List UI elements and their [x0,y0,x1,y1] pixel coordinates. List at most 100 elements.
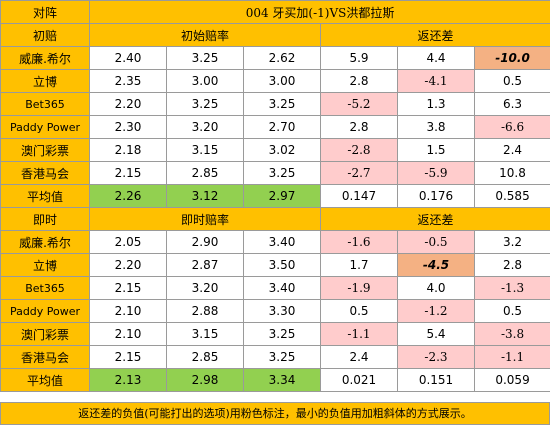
diff-header: 返还差 [319,207,550,231]
negative-diff-cell: -5.2 [320,92,398,116]
footnote: 返还差的负值(可能打出的选项)用粉色标注，最小的负值用加粗斜体的方式展示。 [0,402,550,425]
negative-diff-cell: -10.0 [473,46,550,70]
diff-cell: 0.5 [320,299,398,323]
section-header-row: 即时 即时赔率 返还差 [0,207,550,231]
odds-cell: 2.10 [89,299,167,323]
odds-cell: 2.90 [166,230,244,254]
average-odds-cell: 2.13 [89,368,167,392]
odds-cell: 2.35 [89,69,167,93]
odds-cell: 3.00 [166,69,244,93]
odds-cell: 2.88 [166,299,244,323]
diff-cell: 2.8 [320,69,398,93]
odds-cell: 3.40 [243,276,321,300]
negative-diff-cell: -1.1 [473,345,550,369]
table-row: 威廉.希尔 2.05 2.90 3.40 -1.6 -0.5 3.2 [0,230,550,254]
diff-header: 返还差 [319,23,550,47]
company-name: Bet365 [0,92,90,116]
negative-diff-cell: -3.8 [473,322,550,346]
company-name: 澳门彩票 [0,138,90,162]
table-row: Bet365 2.15 3.20 3.40 -1.9 4.0 -1.3 [0,276,550,300]
odds-cell: 2.85 [166,345,244,369]
odds-cell: 2.20 [89,92,167,116]
average-row: 平均值 2.26 3.12 2.97 0.147 0.176 0.585 [0,184,550,208]
table-row: 澳门彩票 2.18 3.15 3.02 -2.8 1.5 2.4 [0,138,550,162]
section-header-row: 初赔 初始赔率 返还差 [0,23,550,47]
table-row: 香港马会 2.15 2.85 3.25 -2.7 -5.9 10.8 [0,161,550,185]
company-name: 澳门彩票 [0,322,90,346]
average-odds-cell: 2.97 [243,184,321,208]
odds-header: 初始赔率 [89,23,321,47]
diff-cell: 2.4 [473,138,550,162]
odds-cell: 2.18 [89,138,167,162]
odds-cell: 2.87 [166,253,244,277]
odds-cell: 3.20 [166,115,244,139]
negative-diff-cell: -4.1 [397,69,475,93]
odds-header: 即时赔率 [89,207,321,231]
section-label: 即时 [0,207,90,231]
average-label: 平均值 [0,368,90,392]
company-name: 香港马会 [0,345,90,369]
average-diff-cell: 0.585 [473,184,550,208]
odds-cell: 3.25 [166,92,244,116]
odds-cell: 2.15 [89,276,167,300]
odds-cell: 3.25 [243,92,321,116]
negative-diff-cell: -5.9 [397,161,475,185]
corner-label: 对阵 [0,0,90,24]
table-row: Paddy Power 2.30 3.20 2.70 2.8 3.8 -6.6 [0,115,550,139]
average-diff-cell: 0.176 [397,184,475,208]
diff-cell: 2.8 [473,253,550,277]
average-diff-cell: 0.151 [397,368,475,392]
negative-diff-cell: -1.2 [397,299,475,323]
odds-table: 对阵 004 牙买加(-1)VS洪都拉斯 初赔 初始赔率 返还差 威廉.希尔 2.40 3.2… [0,0,550,392]
average-diff-cell: 0.021 [320,368,398,392]
diff-cell: 0.5 [473,299,550,323]
odds-cell: 3.15 [166,138,244,162]
negative-diff-cell: -0.5 [397,230,475,254]
company-name: 威廉.希尔 [0,46,90,70]
average-odds-cell: 3.12 [166,184,244,208]
diff-cell: 4.0 [397,276,475,300]
negative-diff-cell: -1.3 [473,276,550,300]
average-diff-cell: 0.147 [320,184,398,208]
table-row: 香港马会 2.15 2.85 3.25 2.4 -2.3 -1.1 [0,345,550,369]
odds-cell: 2.10 [89,322,167,346]
odds-cell: 2.40 [89,46,167,70]
odds-cell: 2.85 [166,161,244,185]
diff-cell: 4.4 [397,46,475,70]
diff-cell: 0.5 [473,69,550,93]
odds-cell: 3.25 [166,46,244,70]
diff-cell: 5.9 [320,46,398,70]
odds-cell: 2.62 [243,46,321,70]
table-row: 威廉.希尔 2.40 3.25 2.62 5.9 4.4 -10.0 [0,46,550,70]
diff-cell: 2.8 [320,115,398,139]
diff-cell: 6.3 [473,92,550,116]
odds-cell: 3.20 [166,276,244,300]
average-diff-cell: 0.059 [473,368,550,392]
average-odds-cell: 2.26 [89,184,167,208]
diff-cell: 10.8 [473,161,550,185]
diff-cell: 5.4 [397,322,475,346]
odds-cell: 2.05 [89,230,167,254]
odds-cell: 2.70 [243,115,321,139]
match-title: 004 牙买加(-1)VS洪都拉斯 [88,0,550,24]
company-name: 立博 [0,253,90,277]
company-name: Bet365 [0,276,90,300]
company-name: 威廉.希尔 [0,230,90,254]
company-name: Paddy Power [0,299,90,323]
table-row: Bet365 2.20 3.25 3.25 -5.2 1.3 6.3 [0,92,550,116]
company-name: Paddy Power [0,115,90,139]
diff-cell: 2.4 [320,345,398,369]
negative-diff-cell: -2.3 [397,345,475,369]
diff-cell: 1.5 [397,138,475,162]
odds-cell: 2.30 [89,115,167,139]
odds-cell: 2.15 [89,161,167,185]
diff-cell: 1.7 [320,253,398,277]
table-row: 澳门彩票 2.10 3.15 3.25 -1.1 5.4 -3.8 [0,322,550,346]
diff-cell: 1.3 [397,92,475,116]
average-odds-cell: 2.98 [166,368,244,392]
odds-cell: 3.02 [243,138,321,162]
negative-diff-cell: -2.8 [320,138,398,162]
odds-cell: 3.25 [243,161,321,185]
odds-cell: 3.25 [243,322,321,346]
